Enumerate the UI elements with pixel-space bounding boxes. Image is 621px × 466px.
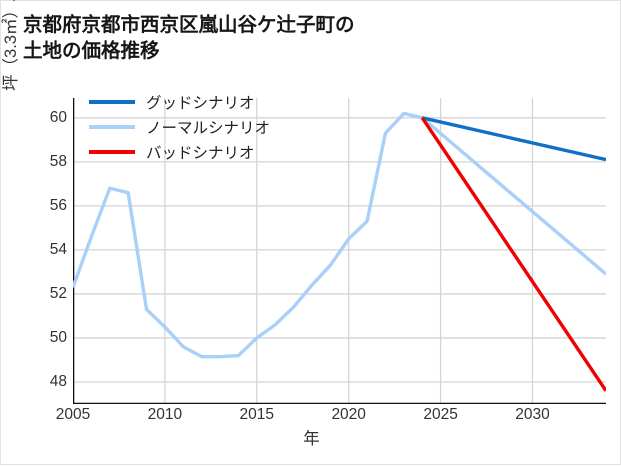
series-lines <box>73 111 606 392</box>
plot-area <box>73 98 606 404</box>
y-axis-tick-label: 56 <box>49 196 67 214</box>
legend-item-label: バッドシナリオ <box>146 144 255 162</box>
x-axis-tick-label: 2020 <box>331 406 366 423</box>
series-line <box>421 116 606 162</box>
page-title: 京都府京都市西京区嵐山谷ケ辻子町の 土地の価格推移 <box>23 14 355 62</box>
chart-legend: グッドシナリオ ノーマルシナリオ バッドシナリオ <box>89 89 319 164</box>
x-axis-tick-label: 2015 <box>239 406 275 423</box>
x-axis-label: 年 <box>303 430 320 448</box>
y-axis-tick-label: 58 <box>49 152 67 170</box>
y-axis-tick-label: 54 <box>49 240 67 258</box>
y-axis-tick-label: 50 <box>49 328 67 346</box>
legend-color-swatch <box>89 149 135 154</box>
y-axis-tick-label: 48 <box>49 372 67 390</box>
y-axis-tick-label: 60 <box>49 108 67 126</box>
series-line <box>73 111 606 359</box>
series-line <box>420 116 606 392</box>
legend-item[interactable]: バッドシナリオ <box>89 139 319 164</box>
x-axis-tick-label: 2010 <box>147 406 183 423</box>
legend-color-swatch <box>89 124 135 129</box>
y-axis-ticks: 48 50 52 54 56 58 60 <box>19 1 67 466</box>
y-axis-tick-label: 52 <box>49 284 67 302</box>
x-axis-tick-label: 2030 <box>515 406 550 423</box>
legend-color-swatch <box>89 99 135 104</box>
y-axis-label: 坪（3.3㎡）単価（万円） <box>0 0 21 127</box>
legend-item[interactable]: グッドシナリオ <box>89 89 319 114</box>
legend-item-label: ノーマルシナリオ <box>146 119 271 137</box>
x-axis-tick-label: 2025 <box>423 406 458 423</box>
x-axis-tick-label: 2005 <box>55 406 91 423</box>
legend-item[interactable]: ノーマルシナリオ <box>89 114 319 139</box>
chart-canvas <box>73 98 606 404</box>
legend-item-label: グッドシナリオ <box>146 94 255 112</box>
